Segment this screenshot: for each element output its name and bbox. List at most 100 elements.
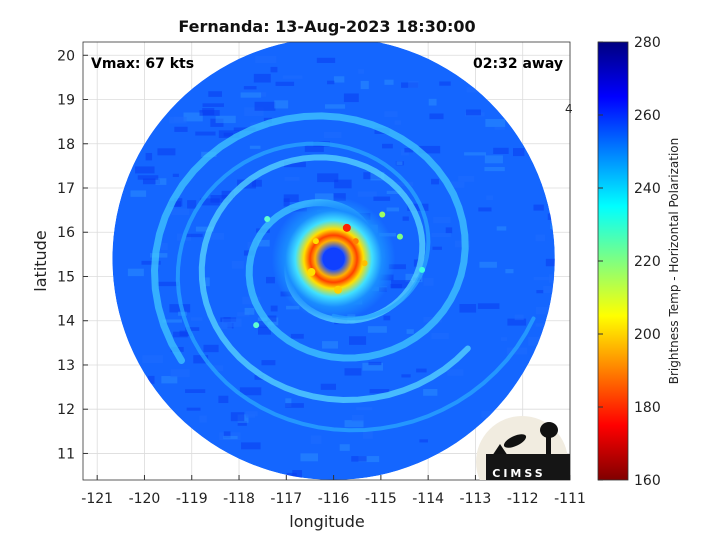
texture-patch: [390, 283, 403, 289]
texture-patch: [195, 131, 216, 136]
texture-patch: [466, 87, 482, 93]
satellite-dish: [503, 434, 527, 448]
texture-patch: [245, 411, 258, 417]
building-roof: [492, 444, 508, 456]
texture-patch: [155, 178, 167, 185]
texture-patch: [356, 407, 373, 411]
x-tick-label: -120: [129, 491, 161, 507]
texture-patch: [203, 344, 219, 353]
texture-patch: [362, 430, 373, 439]
texture-patch: [284, 176, 300, 181]
texture-patch: [543, 285, 555, 294]
texture-patch: [368, 361, 382, 366]
texture-patch: [183, 112, 203, 122]
logo-band: [486, 454, 570, 480]
texture-patch: [432, 246, 442, 250]
texture-patch: [485, 118, 506, 127]
texture-patch: [179, 330, 192, 337]
texture-patch: [494, 126, 505, 130]
texture-patch: [450, 181, 465, 188]
texture-patch: [222, 318, 242, 327]
texture-patch: [360, 80, 369, 90]
texture-patch: [333, 193, 346, 201]
texture-patch: [477, 303, 500, 309]
texture-patch: [445, 227, 453, 234]
texture-patch: [396, 161, 403, 165]
x-tick-label: -113: [460, 491, 492, 507]
texture-patch: [419, 439, 428, 443]
texture-patch: [239, 387, 262, 396]
texture-patch: [535, 306, 555, 315]
swath-texture: [127, 55, 555, 480]
colorbar-tick-label: 280: [634, 35, 661, 51]
texture-patch: [431, 232, 452, 238]
texture-patch: [416, 368, 427, 373]
texture-patch: [157, 281, 179, 287]
texture-patch: [507, 318, 527, 326]
texture-patch: [267, 315, 277, 322]
colorbar-tick-label: 180: [634, 400, 661, 416]
texture-patch: [142, 355, 163, 364]
colorbar-tick-label: 240: [634, 181, 661, 197]
texture-patch: [258, 320, 268, 328]
texture-patch: [261, 360, 276, 366]
colorbar-tick-label: 220: [634, 254, 661, 270]
texture-patch: [394, 120, 402, 125]
texture-patch: [161, 376, 178, 384]
texture-patch: [484, 155, 503, 164]
texture-patch: [388, 264, 406, 270]
chart-title: Fernanda: 13-Aug-2023 18:30:00: [178, 17, 475, 36]
texture-patch: [211, 365, 224, 372]
convective-cell: [361, 260, 368, 267]
texture-patch: [259, 92, 267, 97]
texture-patch: [143, 178, 160, 185]
convective-cell: [352, 238, 359, 245]
y-tick-label: 19: [57, 93, 75, 109]
storm-eye: [322, 247, 345, 270]
stray-mark: 4: [565, 102, 573, 116]
spiral-band: [175, 141, 536, 433]
colorbar-ticks: 160 180 200 220 240 260 280: [598, 35, 661, 489]
texture-patch: [344, 368, 362, 376]
y-tick-label: 11: [57, 446, 75, 462]
y-tick-label: 15: [57, 269, 75, 285]
texture-patch: [162, 319, 183, 323]
texture-patch: [257, 239, 270, 247]
texture-patch: [285, 403, 304, 408]
texture-patch: [351, 456, 367, 462]
texture-patch: [486, 195, 494, 200]
texture-patch: [130, 190, 147, 197]
texture-patch: [147, 375, 155, 384]
texture-patch: [247, 241, 254, 249]
texture-patch: [243, 86, 257, 90]
colorbar-label: Brightness Temp - Horizontal Polarizatio…: [667, 138, 681, 385]
texture-patch: [173, 116, 187, 122]
colorbar-tick-label: 260: [634, 108, 661, 124]
texture-patch: [244, 307, 255, 315]
texture-patch: [135, 166, 155, 174]
colorbar-tick-label: 200: [634, 327, 661, 343]
texture-patch: [195, 226, 214, 232]
texture-patch: [496, 226, 507, 231]
texture-patch: [210, 194, 230, 203]
x-tick-label: -114: [412, 491, 444, 507]
vmax-annotation: Vmax: 67 kts: [91, 56, 194, 72]
water-tower-leg: [546, 432, 551, 460]
convective-cell: [379, 211, 386, 218]
texture-patch: [413, 259, 421, 267]
texture-patch: [367, 326, 387, 333]
texture-patch: [506, 347, 528, 355]
texture-patch: [314, 193, 334, 202]
texture-patch: [254, 375, 264, 380]
texture-patch: [174, 126, 188, 132]
texture-patch: [245, 414, 256, 418]
texture-patch: [274, 100, 289, 109]
texture-patch: [343, 93, 359, 103]
texture-patch: [406, 329, 414, 334]
y-axis-ticks: 11 12 13 14 15 16 17 18 19 20: [57, 48, 88, 462]
texture-patch: [203, 277, 210, 287]
texture-patch: [373, 196, 391, 201]
texture-patch: [404, 147, 414, 153]
texture-patch: [418, 145, 441, 154]
